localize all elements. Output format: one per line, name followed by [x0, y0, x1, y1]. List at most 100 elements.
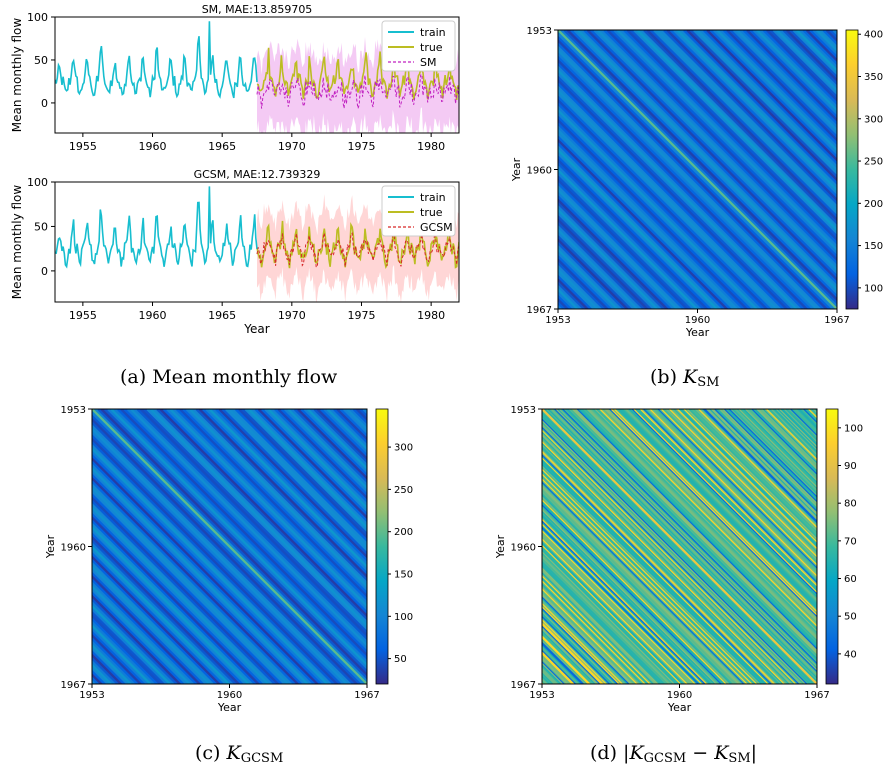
heatmap-stripe: [92, 429, 346, 684]
heatmap-stripe: [542, 436, 789, 684]
heatmap-stripe: [558, 170, 696, 309]
heatmap-stripe: [596, 409, 817, 631]
heatmap-stripe: [92, 606, 169, 684]
heatmap-stripe: [92, 586, 189, 684]
heatmap-stripe: [542, 422, 804, 684]
heatmap-stripe: [746, 409, 817, 480]
heatmap-stripe: [542, 509, 716, 684]
heatmap-stripe: [546, 409, 817, 681]
x-tick-label: 1970: [278, 309, 306, 322]
heatmap-stripe: [185, 409, 367, 592]
heatmap-stripe: [701, 409, 817, 526]
x-axis-label: Year: [217, 701, 242, 714]
heatmap-stripe: [568, 409, 817, 658]
heatmap-stripe: [542, 482, 744, 684]
heatmap-stripe: [558, 144, 722, 309]
heatmap-stripe: [92, 495, 280, 684]
heatmap-stripe: [542, 559, 666, 684]
heatmap-stripe: [306, 409, 367, 471]
heatmap-stripe: [639, 30, 837, 229]
heatmap-stripe: [699, 30, 837, 169]
heatmap-stripe: [92, 469, 306, 684]
colorbar-tick-label: 150: [864, 241, 883, 252]
heatmap-stripe: [542, 567, 658, 684]
heatmap-stripe: [542, 630, 595, 684]
heatmap-stripe: [542, 622, 603, 684]
heatmap-stripe: [601, 409, 817, 626]
heatmap-stripe: [724, 409, 817, 503]
heatmap-stripe: [578, 409, 817, 649]
heatmap-stripe: [558, 163, 702, 309]
heatmap-stripe: [651, 409, 817, 576]
heatmap-stripe: [542, 453, 773, 684]
heatmap-stripe: [558, 44, 822, 309]
x-tick-label: 1970: [278, 140, 306, 153]
heatmap-stripe: [205, 409, 367, 572]
heatmap-stripe: [92, 537, 238, 684]
heatmap-stripe: [588, 409, 817, 639]
heatmap-stripe: [558, 137, 729, 309]
heatmap-stripe: [707, 409, 817, 519]
heatmap-stripe: [558, 147, 719, 309]
heatmap-stripe: [316, 409, 367, 461]
heatmap-stripe: [610, 409, 817, 616]
heatmap-stripe: [542, 470, 755, 684]
heatmap-stripe: [638, 409, 817, 589]
heatmap-stripe: [92, 498, 277, 684]
heatmap-stripe: [542, 444, 781, 684]
x-tick-label: 1975: [347, 309, 375, 322]
heatmap-stripe: [575, 409, 817, 652]
heatmap-stripe: [614, 409, 817, 613]
heatmap-stripe: [558, 34, 832, 309]
series-train: [55, 21, 258, 99]
heatmap-panel: 1953 1960 1967195319601967YearYear40506070…: [494, 405, 863, 714]
heatmap-stripe: [92, 599, 175, 684]
heatmap-stripe: [542, 619, 606, 684]
heatmap-stripe: [92, 531, 244, 684]
colorbar: [825, 408, 839, 685]
heatmap-stripe: [717, 409, 817, 509]
heatmap-stripe: [92, 439, 336, 684]
heatmap-stripe: [558, 74, 792, 309]
caption-d: (d) |KGCSM − KSM|: [590, 742, 758, 766]
heatmap-stripe: [92, 596, 179, 684]
heatmap-stripe: [146, 409, 367, 631]
heatmap-stripe: [616, 30, 837, 252]
heatmap-stripe: [542, 506, 719, 684]
heatmap-stripe: [542, 540, 685, 684]
heatmap-stripe: [251, 409, 367, 526]
legend-label: train: [420, 26, 446, 39]
heatmap-stripe: [675, 409, 817, 552]
heatmap-stripe: [542, 511, 715, 684]
heatmap-stripe: [558, 167, 699, 309]
colorbar-tick-label: 150: [394, 570, 413, 581]
heatmap-stripe: [542, 541, 684, 684]
heatmap-stripe: [704, 409, 817, 522]
heatmap-stripe: [653, 30, 837, 215]
heatmap-stripe: [542, 514, 711, 684]
heatmap-stripe: [542, 529, 697, 684]
x-axis-label: Year: [243, 322, 269, 336]
heatmap-stripe: [542, 606, 619, 684]
colorbar-tick-label: 60: [844, 574, 857, 585]
heatmap-stripe: [542, 503, 723, 684]
x-tick-label: 1960: [667, 690, 692, 701]
heatmap-stripe: [92, 613, 162, 684]
heatmap-stripe: [558, 187, 679, 309]
heatmap-stripe: [558, 61, 805, 309]
heatmap-stripe: [558, 107, 759, 309]
heatmap-stripe: [603, 30, 837, 265]
heatmap-stripe: [126, 409, 367, 651]
y-tick-label: 0: [41, 97, 48, 110]
heatmap-stripe: [558, 31, 835, 309]
heatmap-stripe: [583, 409, 817, 644]
heatmap-stripe: [542, 613, 613, 684]
heatmap-stripe: [542, 558, 668, 684]
heatmap-stripe: [666, 30, 837, 202]
heatmap-stripe: [110, 409, 367, 667]
caption-b: (b) KSM: [650, 366, 720, 390]
heatmap-stripe: [542, 533, 692, 684]
heatmap-stripe: [176, 409, 367, 602]
heatmap-stripe: [620, 409, 817, 607]
